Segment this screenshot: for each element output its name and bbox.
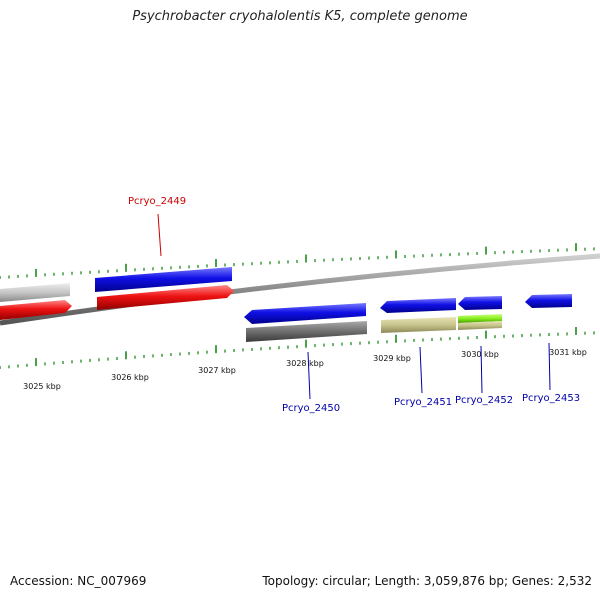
gene-label-pcryo-2452[interactable]: Pcryo_2452	[455, 395, 513, 406]
gene-red-left	[0, 300, 72, 320]
gene-pcryo-2451	[380, 298, 456, 313]
gene-label-pcryo-2450[interactable]: Pcryo_2450	[282, 403, 340, 414]
gene-dark-gray	[246, 321, 367, 342]
leader-pcryo-2449	[157, 213, 162, 257]
scale-label: 3029 kbp	[373, 354, 411, 363]
genome-backbone	[0, 253, 600, 326]
gene-tan	[381, 317, 456, 333]
upper-tick-row	[0, 243, 595, 279]
topology-summary: Topology: circular; Length: 3,059,876 bp…	[262, 574, 592, 588]
gene-pcryo-2453	[525, 294, 572, 308]
gene-tan-small	[458, 321, 502, 330]
leader-pcryo-2450	[307, 351, 311, 400]
gene-light-gray	[0, 283, 70, 302]
gene-label-pcryo-2453[interactable]: Pcryo_2453	[522, 393, 580, 404]
gene-pcryo-2452	[458, 296, 502, 310]
leader-pcryo-2451	[419, 346, 423, 394]
scale-label: 3025 kbp	[23, 382, 61, 391]
scale-label: 3026 kbp	[111, 373, 149, 382]
gene-pcryo-2450	[244, 303, 366, 324]
scale-label: 3027 kbp	[198, 366, 236, 375]
gene-pcryo-2449-blue	[95, 267, 232, 292]
gene-pcryo-2449-red	[97, 285, 234, 310]
gene-label-pcryo-2449[interactable]: Pcryo_2449	[128, 196, 186, 207]
scale-label: 3030 kbp	[461, 350, 499, 359]
scale-label: 3028 kbp	[286, 359, 324, 368]
leader-pcryo-2452	[480, 345, 483, 394]
scale-label: 3031 kbp	[549, 348, 587, 357]
map-title: Psychrobacter cryohalolentis K5, complet…	[132, 9, 468, 24]
accession-text: Accession: NC_007969	[10, 574, 147, 588]
leader-pcryo-2453	[548, 342, 551, 391]
gene-green	[458, 314, 502, 323]
lower-tick-row	[0, 327, 595, 369]
gene-label-pcryo-2451[interactable]: Pcryo_2451	[394, 397, 452, 408]
